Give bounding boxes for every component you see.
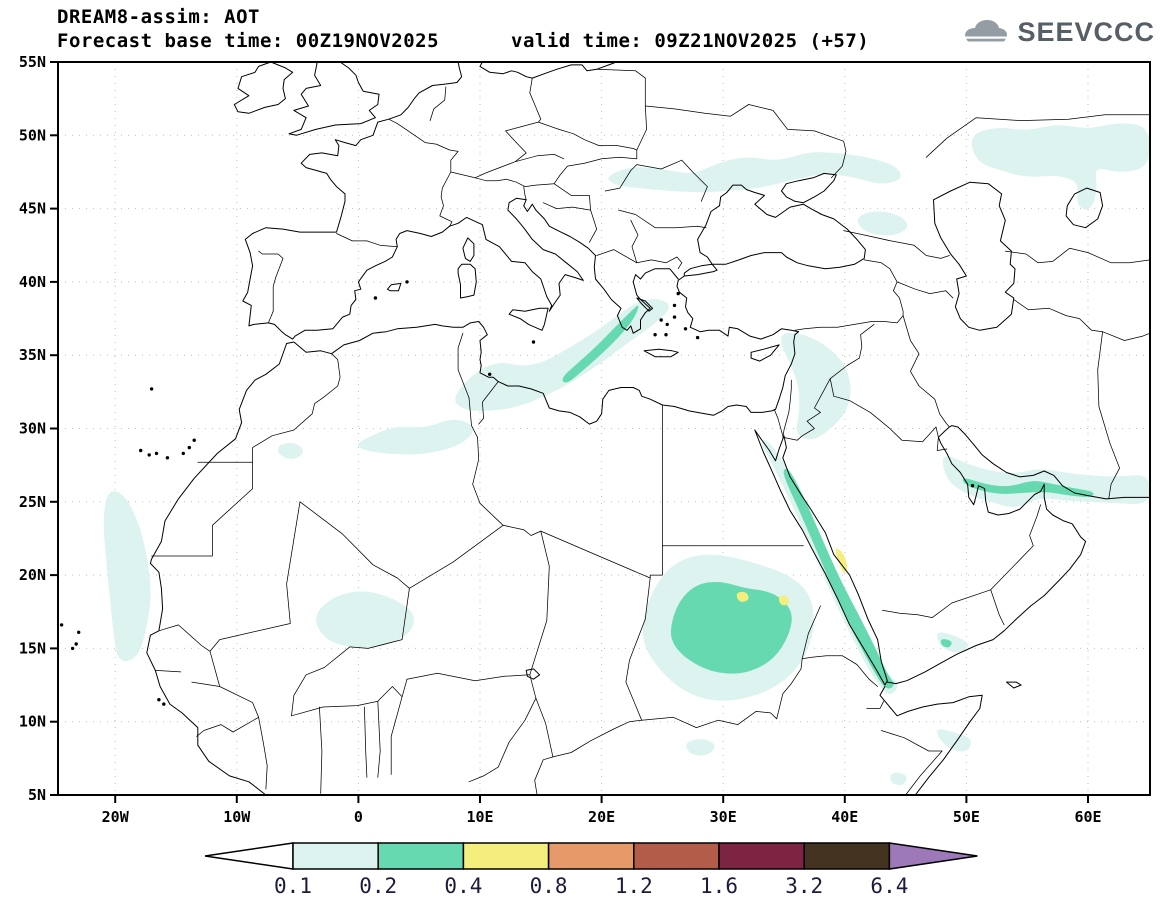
aot-region-red-sea-coast-core [783, 468, 894, 689]
colorbar-label: 1.6 [700, 874, 738, 898]
colorbar-label: 0.4 [444, 874, 482, 898]
cloud-icon [963, 20, 1011, 44]
axis-ticks [50, 61, 1089, 803]
aot-region-ionian-greece-core [562, 305, 639, 383]
x-tick-label: 10W [223, 808, 251, 826]
forecast-map: 20W 10W 0 10E 20E 30E 40E 50E 60E 55N 50N 45N 40N 35N… [19, 55, 1151, 826]
colorbar-segment [292, 842, 379, 870]
colorbar-label: 0.2 [359, 874, 397, 898]
aot-region-yemen-core [940, 639, 952, 648]
colorbar-segment [547, 842, 635, 870]
aot-region-morocco-south [278, 442, 304, 460]
colorbar-label: 6.4 [870, 874, 908, 898]
y-tick-label: 30N [19, 420, 46, 438]
y-tick-label: 45N [19, 200, 46, 218]
aot-region-red-sea-coast-spot [835, 548, 848, 573]
x-tick-label: 30E [710, 808, 737, 826]
colorbar-labels: 0.1 0.2 0.4 0.8 1.2 1.6 3.2 6.4 [274, 874, 908, 898]
colorbar-label: 3.2 [785, 874, 823, 898]
aot-region-somalia-north [937, 729, 972, 752]
aot-region-yemen-hadramaut [937, 632, 968, 653]
colorbar-below-arrow [204, 842, 294, 870]
aot-region-west-africa-atlantic [103, 491, 151, 662]
page-title: DREAM8-assim: AOT [57, 6, 260, 28]
colorbar-label: 1.2 [615, 874, 653, 898]
axis-labels: 20W 10W 0 10E 20E 30E 40E 50E 60E 55N 50N 45N 40N 35N… [19, 55, 1102, 826]
aot-region-somalia-south [890, 772, 907, 786]
y-tick-label: 20N [19, 566, 46, 584]
aot-region-sudan-spot-west [736, 591, 749, 602]
graticule [58, 62, 1150, 795]
aot-region-levant-nw-saudi [781, 332, 851, 440]
country-borders [151, 68, 1150, 795]
y-tick-label: 40N [19, 273, 46, 291]
aot-region-sudan-core [670, 582, 792, 674]
aot-region-persian-gulf-oman [942, 456, 1150, 507]
colorbar-above-arrow [888, 842, 978, 870]
y-tick-label: 5N [28, 786, 46, 804]
seevccc-logo: SEEVCCC [960, 16, 1155, 48]
y-tick-label: 15N [19, 639, 46, 657]
colorbar-shape [204, 842, 978, 870]
x-tick-label: 60E [1074, 808, 1101, 826]
x-tick-label: 40E [831, 808, 858, 826]
logo-text: SEEVCCC [1017, 16, 1155, 47]
aot-region-sudan-spot-east [778, 595, 790, 606]
y-tick-label: 10N [19, 713, 46, 731]
y-tick-label: 50N [19, 126, 46, 144]
y-tick-label: 25N [19, 493, 46, 511]
y-tick-label: 55N [19, 55, 46, 71]
x-tick-label: 20W [102, 808, 130, 826]
colorbar-segment [803, 842, 891, 870]
aot-region-mali-niger [316, 591, 414, 648]
aot-region-caucasus [857, 211, 908, 236]
colorbar-segment [462, 842, 550, 870]
aot-filled-contours [103, 123, 1150, 786]
x-tick-label: 50E [953, 808, 980, 826]
colorbar-segment [633, 842, 720, 870]
colorbar-label: 0.8 [530, 874, 568, 898]
aot-region-ukraine-russia-band [608, 152, 901, 193]
y-tick-label: 35N [19, 346, 46, 364]
colorbar-label: 0.1 [274, 874, 312, 898]
colorbar-segment [377, 842, 465, 870]
x-tick-label: 20E [588, 808, 615, 826]
coastlines [146, 62, 1150, 795]
forecast-times: Forecast base time: 00Z19NOV2025 valid ti… [57, 30, 869, 52]
aot-colorbar: 0.1 0.2 0.4 0.8 1.2 1.6 3.2 6.4 [204, 842, 978, 898]
island-dots [59, 280, 975, 706]
aot-region-kazakhstan-east [971, 123, 1150, 210]
aot-region-gulf-coast-core [962, 478, 1094, 497]
colorbar-segment [718, 842, 805, 870]
aot-region-central-mediterranean-libya [455, 299, 669, 411]
x-tick-label: 0 [354, 808, 363, 826]
forecast-base-time: Forecast base time: 00Z19NOV2025 [57, 30, 440, 52]
aot-region-algeria [357, 419, 473, 455]
aot-region-south-sudan [686, 739, 715, 756]
forecast-valid-time: valid time: 09Z21NOV2025 (+57) [511, 30, 870, 52]
x-tick-label: 10E [466, 808, 493, 826]
